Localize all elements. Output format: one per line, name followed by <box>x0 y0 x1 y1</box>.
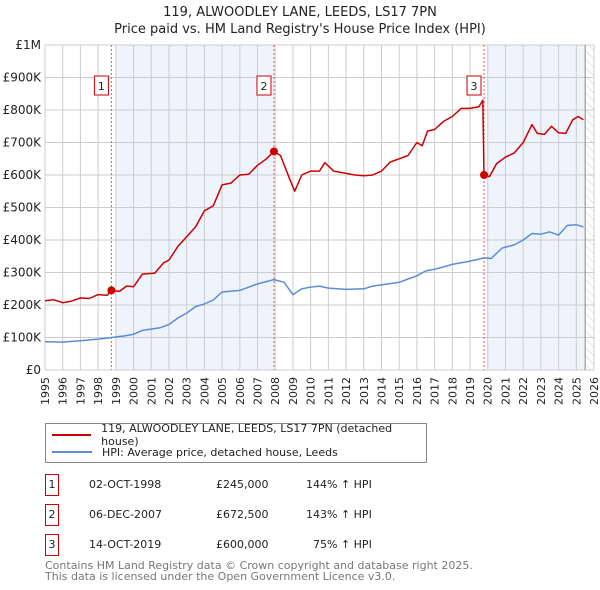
marker-badge: 2 <box>45 504 59 526</box>
x-tick-label: 2022 <box>517 377 530 405</box>
legend-label: HPI: Average price, detached house, Leed… <box>102 445 338 459</box>
y-tick-label: £400K <box>3 233 43 247</box>
y-tick-label: £200K <box>3 298 43 312</box>
x-tick-label: 1995 <box>39 377 52 405</box>
sale-point <box>269 147 278 156</box>
x-tick-label: 2005 <box>216 377 229 405</box>
hpi-change: 143% ↑ HPI <box>306 508 372 521</box>
x-tick-label: 2024 <box>553 377 566 405</box>
x-tick-label: 2014 <box>375 377 388 405</box>
legend-swatch-red <box>52 434 92 436</box>
x-tick-label: 2017 <box>429 377 442 405</box>
legend-label: 119, ALWOODLEY LANE, LEEDS, LS17 7PN (de… <box>101 422 393 448</box>
marker-badge: 1 <box>45 474 59 496</box>
x-tick-label: 2018 <box>446 377 459 405</box>
x-tick-label: 2009 <box>287 377 300 405</box>
x-tick-label: 2025 <box>570 377 583 405</box>
annotation-label: 1 <box>98 80 105 93</box>
x-tick-label: 2015 <box>393 377 406 405</box>
y-tick-label: £700K <box>3 136 43 150</box>
x-tick-label: 1998 <box>92 377 105 405</box>
x-tick-label: 2000 <box>128 377 141 405</box>
sale-date: 02-OCT-1998 <box>89 478 162 491</box>
x-tick-label: 2010 <box>305 377 318 405</box>
property-series-line <box>44 99 584 304</box>
x-tick-label: 2019 <box>464 377 477 405</box>
sale-price: £672,500 <box>216 508 269 521</box>
x-tick-label: 2013 <box>358 377 371 405</box>
sale-date: 14-OCT-2019 <box>89 538 162 551</box>
x-tick-label: 1996 <box>57 377 70 405</box>
annotation-box <box>256 75 272 96</box>
sale-date: 06-DEC-2007 <box>89 508 163 521</box>
annotation-box <box>93 75 109 96</box>
marker-badge: 3 <box>45 534 59 556</box>
annotation-label: 3 <box>471 80 478 93</box>
footer-copyright: Contains HM Land Registry data © Crown c… <box>45 559 473 572</box>
legend-swatch-blue <box>52 451 92 453</box>
y-tick-label: £1M <box>15 38 41 52</box>
y-tick-label: £800K <box>3 103 43 117</box>
x-tick-label: 2016 <box>411 377 424 405</box>
y-tick-label: £900K <box>3 71 43 85</box>
sale-price: £600,000 <box>216 538 269 551</box>
x-tick-label: 2004 <box>198 377 211 405</box>
x-tick-label: 2002 <box>163 377 176 405</box>
x-tick-label: 1997 <box>74 377 87 405</box>
line-chart: 1995 1996 1997 1998 1999 2000 2001 2002 2003 2004… <box>3 38 600 405</box>
x-tick-label: 2026 <box>588 377 600 405</box>
x-tick-label: 2008 <box>269 377 282 405</box>
sale-point <box>480 171 489 179</box>
hpi-series-line <box>44 223 584 343</box>
legend-item-property: 119, ALWOODLEY LANE, LEEDS, LS17 7PN (de… <box>52 422 426 448</box>
hpi-change: 144% ↑ HPI <box>306 478 372 491</box>
sale-point <box>107 286 116 295</box>
chart-subtitle: Price paid vs. HM Land Registry's House … <box>114 22 486 37</box>
x-tick-label: 2006 <box>234 377 247 405</box>
legend: 119, ALWOODLEY LANE, LEEDS, LS17 7PN (de… <box>45 422 427 463</box>
chart-title: 119, ALWOODLEY LANE, LEEDS, LS17 7PN <box>163 5 437 20</box>
annotation-box <box>466 75 482 96</box>
footer-licence: This data is licensed under the Open Gov… <box>45 570 396 583</box>
sale-price: £245,000 <box>216 478 269 491</box>
x-tick-label: 2007 <box>252 377 265 405</box>
legend-item-hpi: HPI: Average price, detached house, Leed… <box>52 445 338 459</box>
x-tick-label: 2021 <box>499 377 512 405</box>
hpi-change: 75% ↑ HPI <box>313 538 372 551</box>
y-tick-label: £500K <box>3 201 43 215</box>
y-tick-label: £600K <box>3 168 43 182</box>
x-tick-label: 2012 <box>340 377 353 405</box>
x-tick-label: 2001 <box>145 377 158 405</box>
x-tick-label: 2003 <box>181 377 194 405</box>
y-tick-label: £0 <box>26 363 41 377</box>
x-tick-label: 1999 <box>110 377 123 405</box>
y-tick-label: £100K <box>3 331 43 345</box>
annotation-label: 2 <box>260 80 267 93</box>
x-tick-label: 2020 <box>482 377 495 405</box>
x-tick-label: 2023 <box>535 377 548 405</box>
x-tick-label: 2011 <box>322 377 335 405</box>
y-tick-label: £300K <box>3 266 43 280</box>
